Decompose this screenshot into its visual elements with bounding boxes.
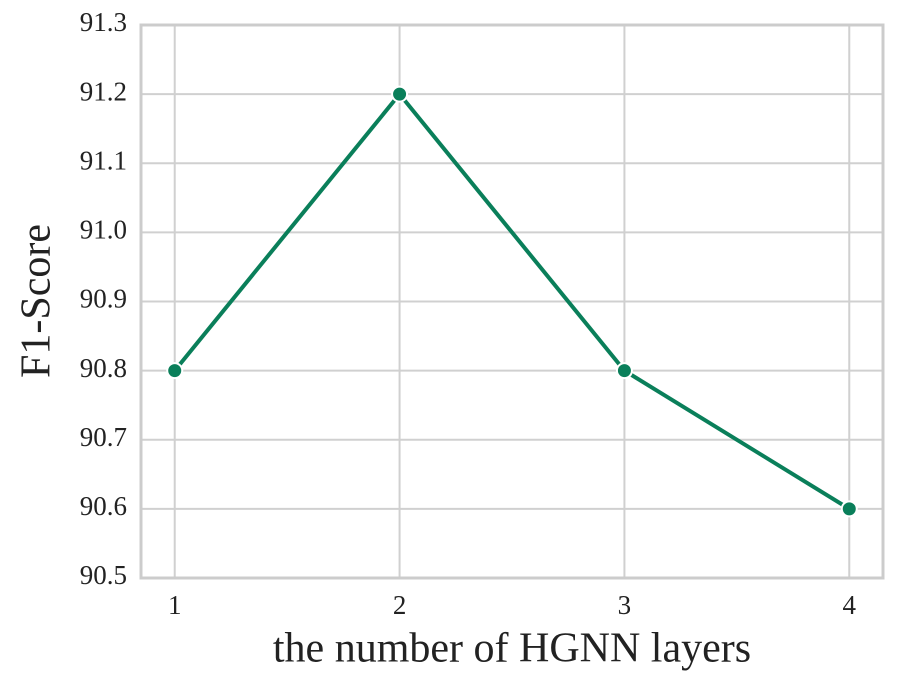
line bbox=[173, 90, 851, 511]
y-axis-label: F1-Score bbox=[14, 224, 60, 378]
point bbox=[840, 500, 858, 518]
point bbox=[166, 362, 184, 380]
y-tick-label: 91.3 bbox=[80, 7, 127, 37]
x-tick-label: 2 bbox=[393, 590, 407, 620]
x-tick-label: 4 bbox=[843, 590, 857, 620]
y-tick-label: 90.8 bbox=[80, 353, 127, 383]
y-tick-label: 91.2 bbox=[80, 76, 127, 106]
point bbox=[615, 362, 633, 380]
y-tick-label: 90.9 bbox=[80, 284, 127, 314]
y-tick-label: 91.0 bbox=[80, 215, 127, 245]
x-tick-label: 1 bbox=[168, 590, 182, 620]
y-tick-label: 91.1 bbox=[80, 145, 127, 175]
x-axis-label: the number of HGNN layers bbox=[273, 626, 751, 672]
y-tick-label: 90.5 bbox=[80, 560, 127, 590]
point bbox=[391, 85, 409, 103]
y-tick-label: 90.7 bbox=[80, 422, 127, 452]
x-tick-label: 3 bbox=[618, 590, 632, 620]
plot-frame bbox=[139, 23, 885, 580]
y-tick-label: 90.6 bbox=[80, 491, 127, 521]
